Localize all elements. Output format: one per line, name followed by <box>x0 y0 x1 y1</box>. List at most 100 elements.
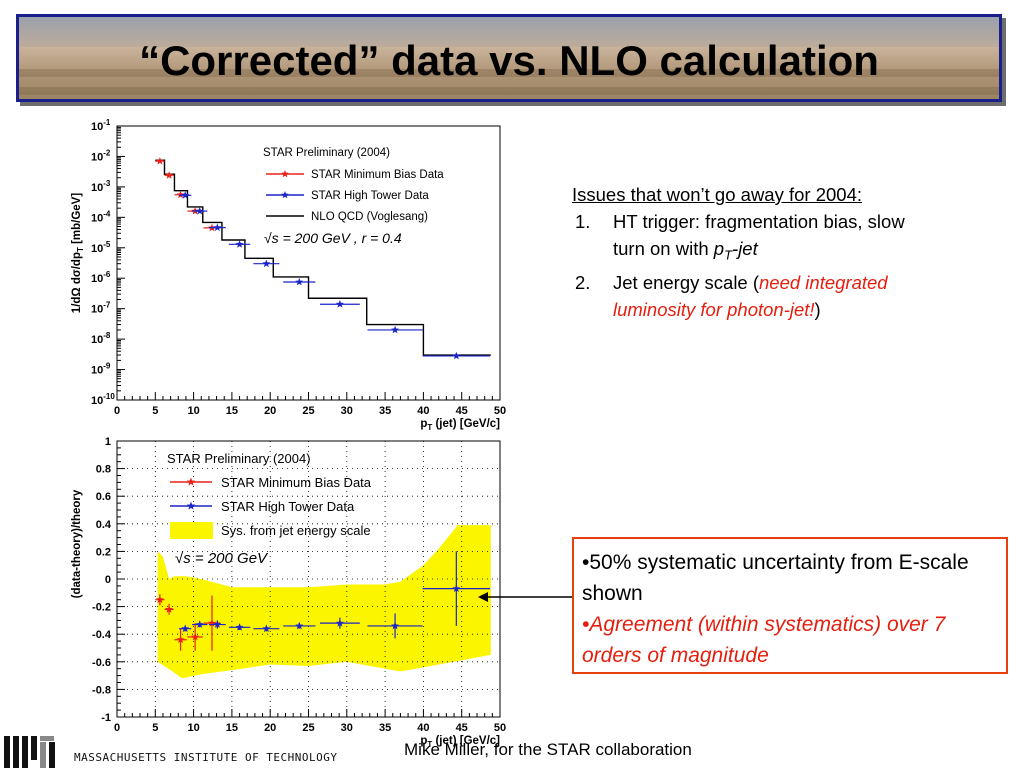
data-point-marker <box>295 621 304 630</box>
y-tick-label: 10-8 <box>91 331 111 346</box>
x-tick-label: 20 <box>264 722 276 734</box>
data-point-marker <box>213 223 222 231</box>
callout-line-1: •50% systematic uncertainty from E-scale… <box>582 551 969 605</box>
data-point-marker <box>155 157 164 165</box>
y-tick-label: -0.8 <box>92 684 111 696</box>
legend-label: STAR High Tower Data <box>311 190 429 202</box>
institution-name: MASSACHUSETTS INSTITUTE OF TECHNOLOGY <box>74 751 338 764</box>
issues-list: 1. HT trigger: fragmentation bias, slow … <box>572 208 992 323</box>
legend-label: Sys. from jet energy scale <box>221 523 371 538</box>
y-axis-label: (data-theory)/theory <box>71 489 83 598</box>
data-point-marker <box>262 259 271 268</box>
x-tick-label: 15 <box>226 722 238 734</box>
y-tick-label: -0.4 <box>92 629 112 641</box>
data-point-marker <box>176 190 185 199</box>
issues-header: Issues that won’t go away for 2004: <box>572 184 863 205</box>
data-point-marker <box>281 170 289 178</box>
chart-title: STAR Preliminary (2004) <box>263 147 390 159</box>
data-point-marker <box>186 501 196 510</box>
data-point-marker <box>452 584 461 593</box>
y-axis-label: 1/dΩ dσ/dpT [mb/GeV] <box>71 193 85 314</box>
data-point-marker <box>335 300 344 308</box>
energy-formula: √s = 200 GeV <box>175 550 269 567</box>
x-tick-label: 35 <box>379 405 391 417</box>
data-point-marker <box>181 191 190 199</box>
data-point-marker <box>195 620 204 628</box>
data-point-marker <box>186 477 196 486</box>
logo-bar <box>49 742 55 768</box>
x-tick-label: 50 <box>494 722 506 734</box>
data-point-marker <box>155 595 164 604</box>
y-tick-label: 0.6 <box>96 491 111 503</box>
pt-jet: -jet <box>732 238 758 259</box>
data-point-marker <box>391 325 400 334</box>
legend-label: STAR High Tower Data <box>221 499 355 514</box>
issue-number: 2. <box>575 271 591 293</box>
data-point-marker <box>213 620 222 628</box>
y-tick-label: 10-3 <box>91 179 111 194</box>
legend-label: STAR Minimum Bias Data <box>221 475 372 490</box>
issue-text: HT trigger: fragmentation bias, slow <box>613 211 905 232</box>
energy-formula: √s = 200 GeV , r = 0.4 <box>264 230 402 246</box>
legend-label: STAR Minimum Bias Data <box>311 169 444 181</box>
logo-bar <box>4 736 10 768</box>
callout-line-2: •Agreement (within systematics) over 7 o… <box>582 613 946 667</box>
x-tick-label: 0 <box>114 722 120 734</box>
issue-number: 1. <box>575 211 591 232</box>
y-tick-label: 0.4 <box>96 519 112 531</box>
x-tick-label: 30 <box>341 722 353 734</box>
x-tick-label: 5 <box>152 722 158 734</box>
pt-subscript: T <box>724 247 733 263</box>
issue-text: Jet energy scale ( <box>613 271 760 293</box>
data-point-marker <box>281 191 289 199</box>
x-tick-label: 45 <box>456 722 468 734</box>
banner-sky <box>19 17 999 47</box>
pt-symbol: p <box>713 238 725 259</box>
x-axis-label: pT (jet) [GeV/c] <box>420 418 500 432</box>
y-tick-label: -0.2 <box>92 602 111 614</box>
data-point-marker <box>191 632 200 641</box>
logo-bar <box>22 736 28 768</box>
nlo-histogram <box>155 159 491 356</box>
page-title: “Corrected” data vs. NLO calculation <box>139 37 879 84</box>
issues-text: Issues that won’t go away for 2004: 1. H… <box>572 181 992 323</box>
issue-text: ) <box>814 298 821 320</box>
y-tick-label: 10-1 <box>91 118 111 133</box>
logo-bar <box>13 736 19 768</box>
x-tick-label: 35 <box>379 722 391 734</box>
logo-bar <box>40 736 54 741</box>
data-point-marker <box>335 619 344 627</box>
data-point-marker <box>295 277 304 286</box>
x-tick-label: 25 <box>302 722 314 734</box>
x-tick-label: 50 <box>494 405 506 417</box>
y-tick-label: 1 <box>105 436 111 448</box>
y-tick-label: 10-2 <box>91 148 111 163</box>
y-tick-label: 10-9 <box>91 362 111 377</box>
x-axis-label: pT (jet) [GeV/c] <box>420 735 500 749</box>
chart-title: STAR Preliminary (2004) <box>167 451 311 466</box>
title-banner: “Corrected” data vs. NLO calculation <box>16 14 1002 102</box>
data-point-marker <box>165 171 174 179</box>
banner-band <box>19 87 999 95</box>
x-tick-label: 0 <box>114 405 120 417</box>
y-tick-label: 0.2 <box>96 546 111 558</box>
y-tick-label: 0 <box>105 574 111 586</box>
data-point-marker <box>391 621 400 630</box>
x-tick-label: 40 <box>417 405 429 417</box>
x-tick-label: 40 <box>417 722 429 734</box>
x-tick-label: 5 <box>152 405 158 417</box>
legend-label: NLO QCD (Voglesang) <box>311 211 428 223</box>
issue-item: 1. HT trigger: fragmentation bias, slow … <box>572 208 992 269</box>
x-tick-label: 10 <box>187 405 199 417</box>
x-tick-label: 25 <box>302 405 314 417</box>
legend-band-swatch <box>170 522 213 539</box>
issue-emphasis: luminosity for photon-jet! <box>613 298 815 320</box>
systematic-band <box>157 525 491 679</box>
issue-item: 2. Jet energy scale (need integrated lum… <box>572 269 992 323</box>
issue-text: turn on with <box>613 238 714 259</box>
y-tick-label: 10-7 <box>91 301 111 316</box>
y-tick-label: -0.6 <box>92 657 111 669</box>
y-tick-label: 10-6 <box>91 270 111 285</box>
data-point-marker <box>165 605 174 613</box>
